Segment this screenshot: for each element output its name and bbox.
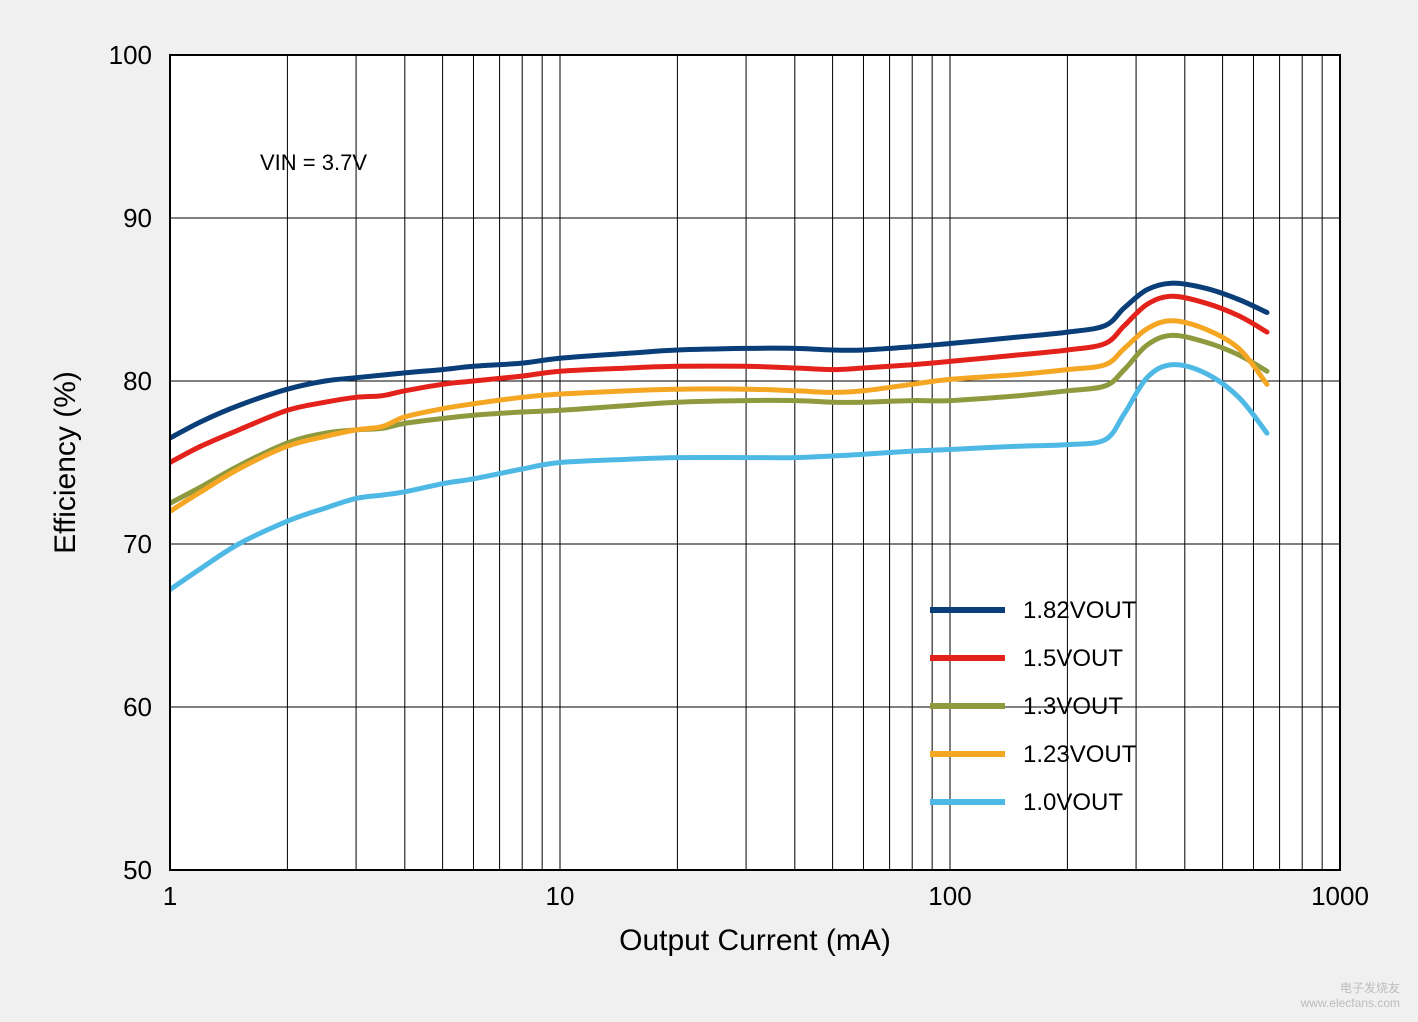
legend-swatch [930, 799, 1005, 805]
x-tick-label: 100 [928, 881, 971, 911]
x-tick-label: 1 [163, 881, 177, 911]
watermark-line2: www.elecfans.com [1301, 996, 1400, 1010]
legend-label: 1.5VOUT [1023, 645, 1123, 672]
watermark: 电子发烧友 www.elecfans.com [1301, 979, 1400, 1010]
legend-swatch [930, 655, 1005, 661]
watermark-line1: 电子发烧友 [1340, 981, 1400, 995]
legend-swatch [930, 607, 1005, 613]
vin-annotation: VIN = 3.7V [260, 150, 367, 175]
y-axis-label: Efficiency (%) [49, 371, 82, 554]
legend-label: 1.82VOUT [1023, 597, 1137, 624]
x-axis-label: Output Current (mA) [619, 924, 891, 957]
y-tick-label: 90 [123, 203, 152, 233]
x-tick-label: 1000 [1311, 881, 1369, 911]
y-tick-label: 100 [109, 40, 152, 70]
y-tick-label: 60 [123, 692, 152, 722]
legend-swatch [930, 703, 1005, 709]
legend-swatch [930, 751, 1005, 757]
legend-label: 1.0VOUT [1023, 789, 1123, 816]
y-tick-label: 80 [123, 366, 152, 396]
efficiency-chart: 1 10 100 1000 50 60 70 80 90 100 Output Current (m… [0, 0, 1418, 1022]
y-tick-label: 70 [123, 529, 152, 559]
legend-label: 1.23VOUT [1023, 741, 1137, 768]
legend-label: 1.3VOUT [1023, 693, 1123, 720]
y-tick-label: 50 [123, 855, 152, 885]
x-tick-label: 10 [546, 881, 575, 911]
